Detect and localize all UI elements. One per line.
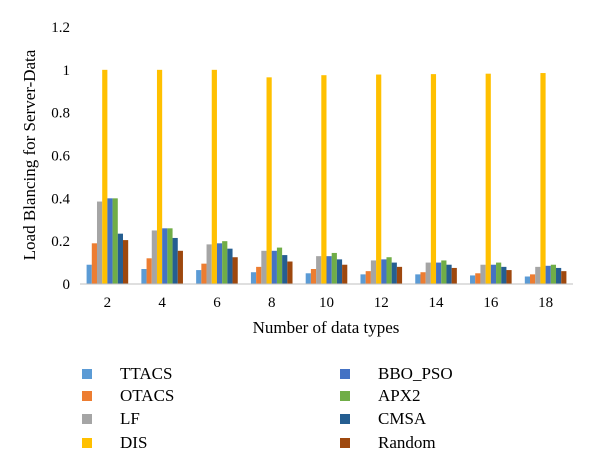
bar-dis-10 (321, 75, 327, 284)
bar-apx2-4 (167, 228, 173, 284)
bar-cmsa-10 (336, 259, 343, 284)
bar-otacs-18 (530, 274, 536, 284)
bar-bbo-pso-18 (545, 265, 551, 284)
bar-random-10 (342, 264, 348, 284)
bar-bbo-pso-6 (216, 243, 223, 284)
y-tick-label: 1 (63, 63, 71, 79)
bar-random-12 (396, 266, 403, 284)
bar-otacs-16 (475, 273, 481, 284)
bar-ttacs-10 (305, 273, 311, 284)
bar-dis-8 (266, 77, 272, 285)
bar-otacs-2 (91, 243, 97, 284)
bar-otacs-12 (365, 271, 371, 284)
bar-bbo-pso-8 (271, 250, 277, 284)
bar-apx2-8 (276, 247, 283, 284)
bar-apx2-2 (112, 198, 118, 284)
bar-random-8 (287, 261, 293, 284)
bar-ttacs-8 (250, 272, 257, 284)
x-tick-label: 12 (374, 295, 389, 311)
x-tick-label: 16 (483, 295, 499, 311)
bar-lf-12 (370, 260, 377, 284)
bar-ttacs-2 (86, 264, 92, 284)
bar-bbo-pso-10 (326, 256, 332, 284)
bar-ttacs-4 (141, 269, 147, 284)
bar-random-6 (232, 257, 238, 284)
bar-ttacs-14 (415, 274, 421, 284)
bar-cmsa-16 (501, 266, 507, 284)
x-tick-label: 2 (104, 295, 112, 311)
bar-lf-14 (425, 262, 431, 284)
y-tick-label: 0 (63, 277, 71, 293)
bar-apx2-18 (550, 264, 557, 284)
y-axis-label: Load Blancing for Server-Data (20, 49, 39, 260)
x-tick-label: 18 (538, 295, 553, 311)
bar-bbo-pso-4 (162, 228, 168, 284)
bar-dis-16 (485, 73, 491, 285)
bar-otacs-6 (201, 263, 207, 284)
bar-dis-14 (430, 74, 437, 284)
bar-dis-2 (102, 69, 108, 284)
bar-random-2 (122, 240, 129, 284)
bar-bbo-pso-16 (490, 264, 497, 284)
bar-lf-16 (480, 264, 486, 284)
bar-lf-18 (535, 266, 541, 284)
bar-bbo-pso-2 (107, 198, 113, 284)
bar-ttacs-6 (196, 270, 202, 284)
bar-lf-2 (96, 201, 103, 284)
bar-apx2-14 (441, 260, 447, 284)
bar-cmsa-12 (391, 262, 397, 284)
bar-cmsa-8 (282, 255, 288, 284)
y-tick-label: 0.8 (51, 106, 70, 122)
bar-cmsa-14 (446, 264, 452, 284)
bar-dis-6 (211, 69, 217, 284)
bar-bbo-pso-12 (381, 259, 387, 284)
bar-cmsa-2 (117, 233, 123, 284)
bar-cmsa-4 (172, 237, 178, 284)
bar-ttacs-16 (470, 275, 476, 284)
bars-group (86, 69, 567, 285)
bar-otacs-14 (420, 272, 426, 284)
bar-apx2-6 (222, 241, 228, 284)
x-tick-label: 10 (319, 295, 334, 311)
bar-otacs-10 (310, 269, 317, 284)
bar-ttacs-12 (360, 274, 366, 284)
x-tick-label: 6 (213, 295, 221, 311)
x-tick-label: 8 (268, 295, 276, 311)
bar-apx2-16 (496, 262, 502, 284)
bar-cmsa-6 (227, 248, 233, 284)
y-tick-label: 0.4 (51, 191, 70, 207)
bar-random-4 (177, 250, 183, 284)
bar-cmsa-18 (556, 267, 562, 284)
y-tick-label: 0.2 (51, 234, 70, 250)
bar-dis-12 (376, 74, 382, 284)
bar-ttacs-18 (524, 276, 531, 284)
bar-random-14 (451, 267, 457, 284)
x-tick-label: 14 (429, 295, 445, 311)
bar-otacs-4 (146, 258, 152, 284)
bar-otacs-8 (256, 266, 262, 284)
bar-random-18 (561, 271, 567, 284)
bar-bbo-pso-14 (436, 262, 442, 284)
bar-lf-4 (151, 230, 157, 284)
bar-lf-8 (261, 250, 267, 284)
bar-dis-18 (540, 73, 546, 284)
x-tick-label: 4 (158, 295, 166, 311)
x-axis-label: Number of data types (253, 318, 400, 337)
bar-lf-10 (316, 256, 322, 284)
bar-lf-6 (206, 244, 212, 284)
bar-apx2-10 (331, 252, 337, 284)
bar-apx2-12 (386, 257, 392, 284)
bar-dis-4 (156, 69, 163, 284)
y-tick-label: 0.6 (51, 149, 70, 165)
bar-random-16 (506, 270, 512, 284)
y-tick-label: 1.2 (51, 20, 70, 36)
y-tick-labels: 0 0.2 0.4 0.6 0.8 1 1.2 (51, 20, 70, 293)
x-tick-labels: 2 4 6 8 10 12 14 16 18 (104, 295, 553, 311)
